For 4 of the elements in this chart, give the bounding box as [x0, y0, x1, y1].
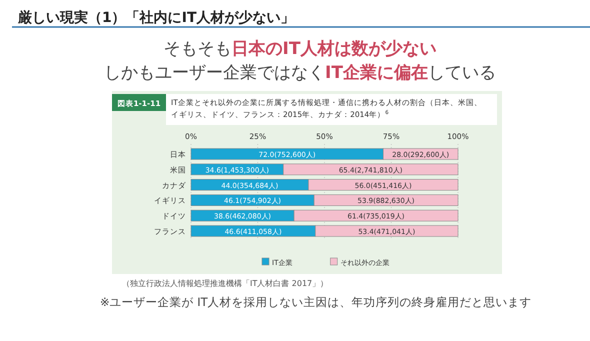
text: そもそも日本のIT人材は数が少ない [164, 39, 436, 59]
text: （独立行政法人情報処理推進機構「IT人材白書 2017」） [122, 279, 328, 288]
text: 厳しい現実（1）「社内にIT人材が少ない」 [17, 9, 294, 26]
text: ※ユーザー企業が IT人材を採用しない主因は、年功序列の終身雇用だと思います [100, 295, 532, 309]
